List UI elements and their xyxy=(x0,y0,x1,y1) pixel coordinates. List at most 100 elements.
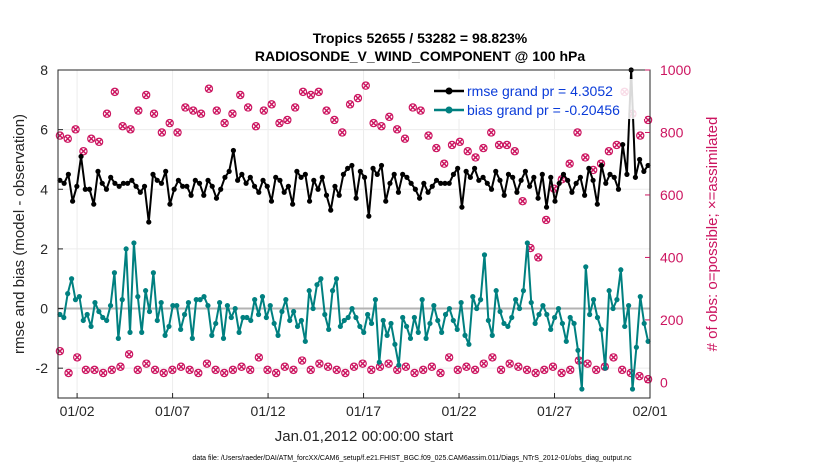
count-assimilated-marker xyxy=(456,138,464,146)
bias-point xyxy=(396,362,402,368)
rmse-point xyxy=(86,186,93,192)
count-assimilated-marker xyxy=(281,363,289,371)
y-tick-label: 2 xyxy=(40,241,48,257)
rmse-point xyxy=(527,183,533,189)
bias-point xyxy=(201,294,207,300)
count-assimilated-marker xyxy=(168,366,176,374)
count-assimilated-marker xyxy=(350,363,358,371)
count-possible-marker xyxy=(410,368,419,378)
count-possible-marker xyxy=(212,106,221,115)
count-assimilated-marker xyxy=(419,366,427,374)
count-possible-marker xyxy=(471,153,480,162)
bias-point xyxy=(641,320,647,327)
count-possible-marker xyxy=(315,359,324,368)
rmse-point xyxy=(235,177,241,183)
count-assimilated-marker xyxy=(454,366,462,374)
bias-point xyxy=(540,302,546,309)
count-assimilated-marker xyxy=(134,107,142,115)
x-axis-ticks: 01/02 01/07 01/12 01/17 01/22 01/27 02/01 xyxy=(60,393,668,419)
count-assimilated-marker xyxy=(566,366,574,374)
count-assimilated-marker xyxy=(238,363,246,371)
count-possible-marker xyxy=(392,125,402,134)
count-possible-marker xyxy=(400,134,410,143)
rmse-point xyxy=(146,219,152,225)
rmse-point xyxy=(163,168,169,174)
count-possible-marker xyxy=(228,109,237,118)
rmse-point xyxy=(222,174,228,180)
bias-point xyxy=(197,297,203,303)
bias-point xyxy=(439,329,445,335)
bias-point xyxy=(563,338,569,344)
rmse-point xyxy=(387,180,393,186)
count-possible-marker xyxy=(636,131,645,140)
rmse-point xyxy=(429,183,435,189)
rmse-point xyxy=(510,174,516,180)
rmse-point xyxy=(565,177,571,183)
bias-point xyxy=(477,297,484,303)
count-assimilated-marker xyxy=(307,366,315,374)
count-assimilated-marker xyxy=(65,369,73,377)
rmse-point xyxy=(586,165,592,171)
rmse-point xyxy=(82,186,88,192)
count-assimilated-marker xyxy=(636,132,644,140)
bias-point xyxy=(590,297,597,303)
count-assimilated-marker xyxy=(111,88,119,96)
count-assimilated-marker xyxy=(472,153,480,161)
count-possible-marker xyxy=(496,365,506,375)
rmse-point xyxy=(391,171,397,177)
bias-point xyxy=(442,311,449,318)
count-possible-marker xyxy=(345,100,355,109)
bias-point xyxy=(454,326,460,333)
count-assimilated-marker xyxy=(99,369,107,377)
count-possible-marker xyxy=(341,368,350,378)
count-assimilated-marker xyxy=(409,103,417,112)
plot-area xyxy=(58,70,650,398)
bias-point xyxy=(458,299,464,306)
rmse-point xyxy=(61,180,67,186)
count-possible-marker xyxy=(246,365,255,375)
count-assimilated-marker xyxy=(462,363,470,371)
rmse-point xyxy=(281,189,287,195)
count-assimilated-marker xyxy=(174,128,182,137)
bias-point xyxy=(450,317,456,324)
bias-point xyxy=(88,323,94,330)
count-assimilated-marker xyxy=(540,366,548,374)
legend-rmse-label: rmse grand pr = 4.3052 xyxy=(467,83,613,99)
count-possible-marker xyxy=(314,87,323,97)
bias-point xyxy=(618,267,624,273)
rmse-point xyxy=(290,201,296,207)
count-possible-marker xyxy=(243,103,253,112)
count-possible-marker xyxy=(462,362,471,371)
count-assimilated-marker xyxy=(330,116,338,124)
count-possible-marker xyxy=(591,365,601,375)
bias-point xyxy=(115,335,121,341)
count-possible-marker xyxy=(522,365,532,375)
bias-point xyxy=(368,320,375,327)
bias-point xyxy=(322,311,328,318)
count-possible-marker xyxy=(107,365,117,375)
count-possible-marker xyxy=(142,359,151,368)
count-assimilated-marker xyxy=(291,103,299,112)
count-possible-marker xyxy=(367,365,376,375)
count-possible-marker xyxy=(573,128,582,137)
bias-point xyxy=(232,305,238,312)
count-possible-marker xyxy=(361,81,370,90)
rmse-point xyxy=(213,195,220,201)
bias-point xyxy=(372,297,379,303)
rmse-point xyxy=(514,189,520,195)
count-possible-marker xyxy=(416,106,425,115)
rmse-point xyxy=(180,183,186,189)
rmse-point xyxy=(336,192,342,198)
rmse-point xyxy=(353,195,359,201)
count-assimilated-marker xyxy=(532,369,540,377)
count-assimilated-marker xyxy=(73,353,81,361)
count-assimilated-marker xyxy=(205,85,213,93)
bias-point xyxy=(357,323,363,330)
rmse-point xyxy=(251,183,258,189)
bias-point xyxy=(72,297,79,303)
bias-point xyxy=(181,311,188,318)
count-possible-marker xyxy=(204,84,214,93)
count-assimilated-marker xyxy=(263,366,272,374)
bias-point xyxy=(84,311,90,318)
bias-point xyxy=(629,386,636,392)
